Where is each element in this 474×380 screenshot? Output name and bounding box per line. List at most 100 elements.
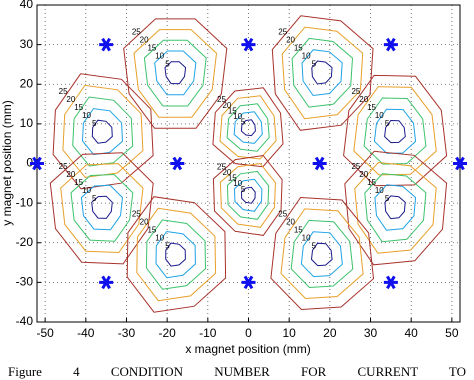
contour-line [310, 242, 333, 267]
magnet-marker [30, 156, 44, 171]
contour-line [62, 84, 144, 178]
contour-label: 25 [132, 210, 141, 219]
y-tick-label: 0 [26, 156, 33, 170]
contour-label: 15 [228, 174, 237, 183]
contour-label: 10 [375, 111, 384, 120]
contour-line [233, 111, 263, 144]
y-tick-label: -40 [16, 314, 34, 328]
contour-line [374, 184, 417, 231]
contour-line [280, 208, 364, 300]
contour-label: 5 [165, 242, 170, 251]
contour-label: 10 [233, 179, 242, 188]
y-tick-label: 20 [20, 76, 34, 90]
contour-line [270, 196, 375, 311]
contour-label: 10 [82, 111, 91, 120]
contour-line [133, 29, 218, 118]
contour-line [212, 87, 284, 168]
contour-line [80, 184, 124, 231]
x-axis-label: x magnet position (mm) [185, 342, 310, 356]
x-tick-label: 50 [445, 326, 459, 340]
contour-line [155, 230, 196, 279]
contour-line [384, 119, 406, 144]
contour-label: 25 [278, 27, 287, 36]
contour-label: 15 [294, 226, 303, 235]
contour-line [291, 37, 354, 108]
contour-line [240, 186, 256, 204]
x-tick-label: -50 [36, 326, 54, 340]
contour-label: 5 [241, 185, 246, 194]
contour-line [154, 50, 197, 96]
x-tick-label: -30 [118, 326, 136, 340]
contour-line [301, 49, 343, 97]
contour-line [290, 219, 354, 289]
contour-line [91, 119, 113, 144]
contour-line [60, 163, 144, 254]
contour-line [311, 60, 333, 85]
contour-line [384, 195, 406, 220]
y-tick-label: -20 [16, 235, 34, 249]
contour-line [373, 108, 417, 154]
contour-line [354, 161, 437, 254]
contour-line [226, 170, 270, 220]
contour-label: 5 [312, 242, 317, 251]
x-tick-label: -40 [77, 326, 95, 340]
contour-line [226, 103, 270, 152]
contour-line [145, 219, 207, 290]
contour-line [219, 162, 276, 228]
contour-label: 15 [367, 103, 376, 112]
contour-line [240, 119, 256, 137]
contour-label: 15 [147, 226, 156, 235]
magnet-marker [383, 37, 398, 52]
contour-line [143, 39, 207, 107]
contour-label: 5 [92, 119, 97, 128]
contour-line [70, 173, 134, 242]
y-tick-label: 40 [20, 0, 34, 11]
contour-label: 5 [241, 117, 246, 126]
contour-label: 25 [132, 27, 141, 36]
contour-label: 5 [385, 119, 390, 128]
contour-line [91, 195, 113, 219]
contour-line [164, 61, 187, 85]
contour-label: 25 [59, 162, 68, 171]
y-tick-label: 10 [20, 116, 34, 130]
x-tick-label: 40 [405, 326, 419, 340]
contour-label: 25 [217, 95, 226, 104]
contour-label: 20 [359, 170, 368, 179]
contour-label: 5 [165, 59, 170, 68]
contour-label: 15 [74, 178, 83, 187]
contour-label: 10 [302, 234, 311, 243]
contour-label: 20 [286, 35, 295, 44]
contour-label: 25 [351, 162, 360, 171]
magnet-marker [453, 156, 467, 171]
contour-line [353, 86, 437, 176]
magnet-marker [241, 275, 256, 290]
contour-label: 15 [367, 178, 376, 187]
caption: Figure 4 CONDITION NUMBER FOR CURRENT TO [8, 364, 466, 379]
contour-line [300, 231, 343, 278]
contour-label: 20 [359, 95, 368, 104]
contour-label: 20 [222, 101, 231, 110]
contour-label: 5 [385, 194, 390, 203]
x-tick-label: 0 [245, 326, 252, 340]
contour-line [52, 73, 154, 190]
y-tick-label: 30 [20, 37, 34, 51]
contour-line [271, 15, 374, 131]
contour-label: 10 [375, 186, 384, 195]
contour-line [344, 150, 448, 266]
contour-label: 15 [228, 106, 237, 115]
magnet-marker [99, 37, 114, 52]
contour-line [212, 154, 283, 236]
contour-label: 20 [140, 218, 149, 227]
contour-label: 25 [278, 210, 287, 219]
magnet-marker [99, 275, 114, 290]
y-tick-label: -30 [16, 275, 34, 289]
plot-area: 5101520255101520255101520255101520255101… [37, 5, 460, 322]
contour-label: 25 [351, 87, 360, 96]
contour-label: 10 [233, 112, 242, 121]
contour-line [72, 96, 134, 167]
contour-line [343, 74, 448, 187]
contour-label: 15 [147, 43, 156, 52]
contour-label: 10 [82, 186, 91, 195]
x-tick-label: -20 [158, 326, 176, 340]
